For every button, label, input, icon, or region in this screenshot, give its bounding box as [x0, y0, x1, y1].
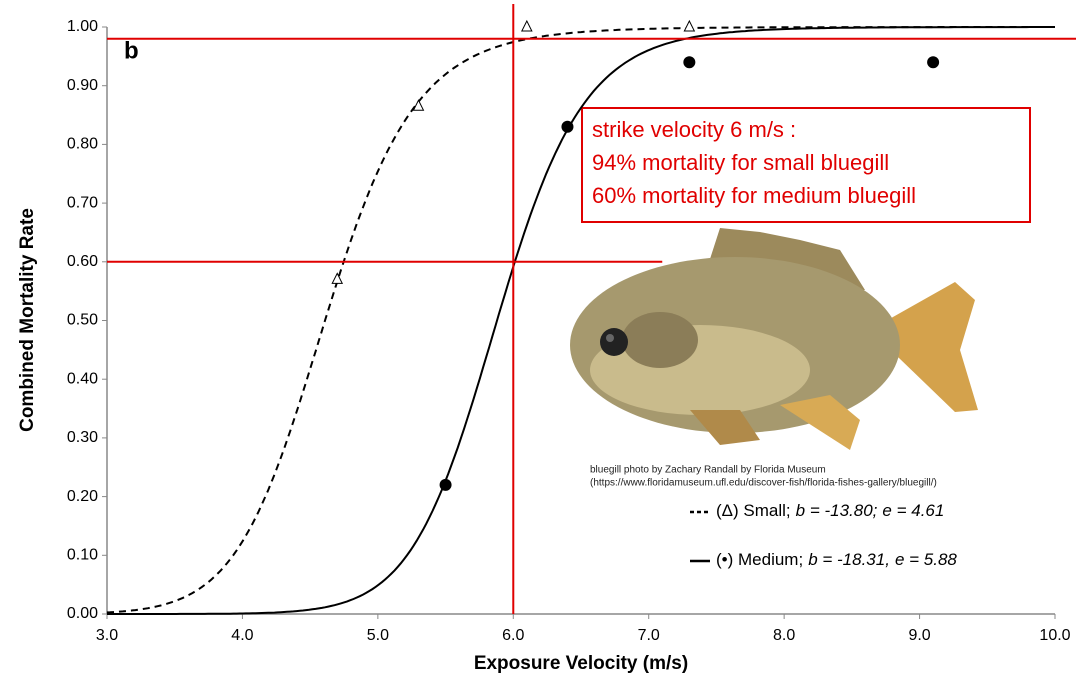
data-point: [561, 120, 574, 133]
legend-fit: b = -13.80;: [796, 501, 878, 520]
annotation-line: 94% mortality for small bluegill: [592, 150, 889, 175]
y-tick-label: 0.30: [67, 429, 98, 446]
data-point: [521, 19, 533, 32]
annotation-box: [581, 107, 1031, 223]
annotation-line: 60% mortality for medium bluegill: [592, 183, 916, 208]
photo-credit: (https://www.floridamuseum.ufl.edu/disco…: [590, 478, 937, 489]
y-tick-label: 0.90: [67, 77, 98, 94]
y-tick-label: 0.40: [67, 370, 98, 387]
y-tick-label: 0.60: [67, 253, 98, 270]
fit-curve: [107, 26, 1055, 615]
y-tick-label: 0.70: [67, 194, 98, 211]
x-tick-label: 5.0: [367, 627, 389, 644]
y-tick-label: 0.20: [67, 488, 98, 505]
x-tick-label: 4.0: [231, 627, 253, 644]
legend-entry: (•) Medium; b = -18.31, e = 5.88: [716, 550, 957, 569]
x-tick-label: 3.0: [96, 627, 118, 644]
x-tick-label: 7.0: [638, 627, 660, 644]
legend-fit: e = 4.61: [882, 501, 944, 520]
data-point: [683, 56, 696, 69]
legend-fit: b = -18.31,: [808, 550, 890, 569]
y-tick-label: 0.50: [67, 312, 98, 329]
y-axis-title: Combined Mortality Rate: [17, 208, 38, 432]
y-tick-label: 0.80: [67, 136, 98, 153]
data-point: [927, 56, 940, 69]
annotation-line: strike velocity 6 m/s :: [592, 117, 796, 142]
y-tick-label: 1.00: [67, 18, 98, 35]
legend-name: (Δ) Small;: [716, 501, 791, 520]
fit-curve: [106, 26, 1055, 614]
photo-credit: bluegill photo by Zachary Randall by Flo…: [590, 465, 826, 476]
x-tick-label: 9.0: [908, 627, 930, 644]
data-point: [412, 99, 425, 111]
legend-entry: (Δ) Small; b = -13.80; e = 4.61: [716, 501, 944, 520]
data-point: [439, 478, 452, 491]
data-point: [683, 19, 696, 32]
panel-label: b: [124, 37, 139, 64]
fish-photo: [570, 228, 978, 450]
x-axis-title: Exposure Velocity (m/s): [474, 653, 688, 674]
y-tick-label: 0.00: [67, 605, 98, 622]
legend-name: (•) Medium;: [716, 550, 803, 569]
x-tick-label: 8.0: [773, 627, 795, 644]
legend-fit: e = 5.88: [895, 550, 957, 569]
data-point: [331, 272, 344, 284]
y-tick-label: 0.10: [67, 547, 98, 564]
x-tick-label: 6.0: [502, 627, 524, 644]
x-tick-label: 10.0: [1039, 627, 1070, 644]
